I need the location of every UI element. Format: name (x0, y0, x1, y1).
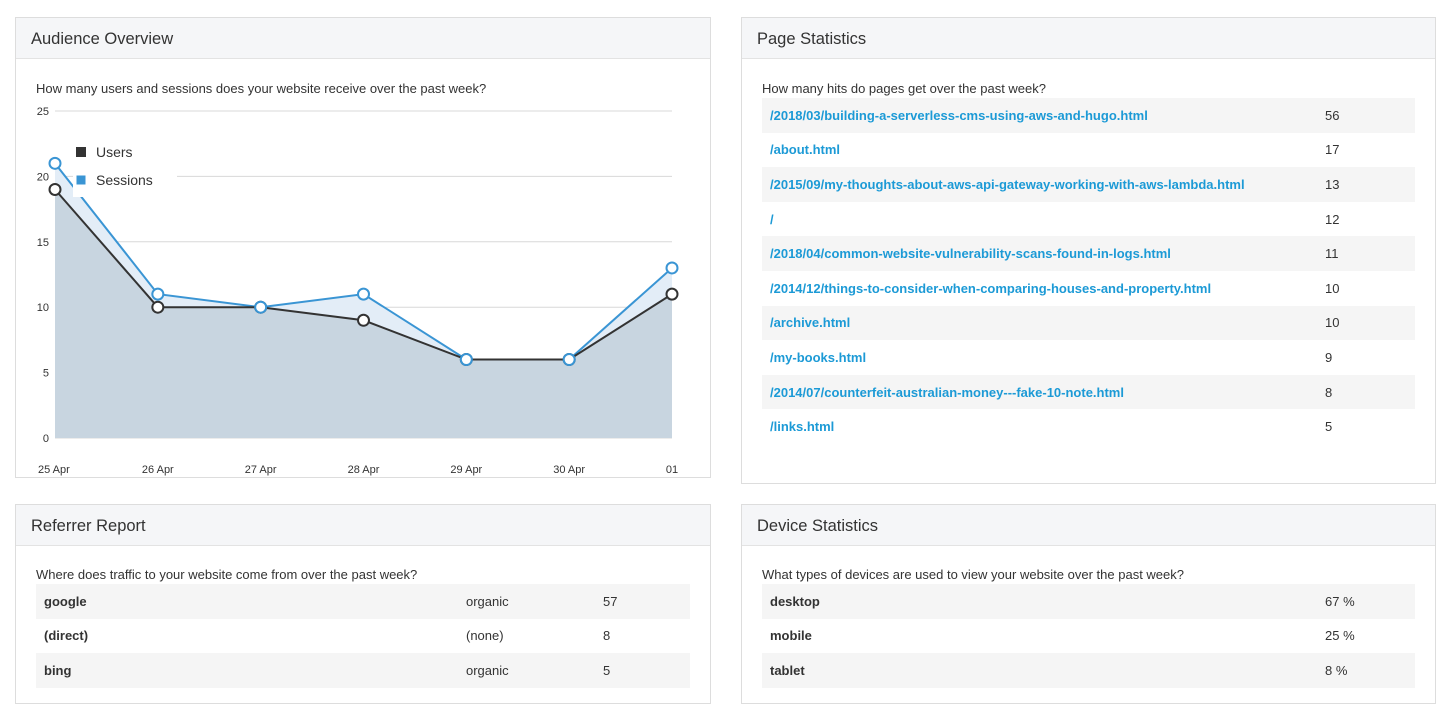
page-hits-value: 5 (1325, 419, 1333, 435)
page-path-link[interactable]: / (770, 211, 774, 227)
panel-title: Audience Overview (16, 18, 710, 59)
table-row: mobile 25 % (762, 619, 1415, 654)
users-point[interactable] (357, 313, 370, 327)
table-row: /links.html 5 (762, 409, 1415, 444)
page-hits-table: /2018/03/building-a-serverless-cms-using… (762, 98, 1415, 444)
referrer-count: 5 (603, 662, 611, 678)
referrer-medium: organic (466, 593, 509, 609)
legend-users-swatch[interactable] (76, 147, 86, 157)
y-tick-label: 25 (37, 106, 49, 118)
audience-chart: 0 5 10 15 20 25 25 Apr 26 Apr 27 Apr 28 Apr 29 Apr… (37, 106, 683, 478)
users-point[interactable] (665, 287, 679, 301)
table-row: / 12 (762, 202, 1415, 237)
table-row: /2015/09/my-thoughts-about-aws-api-gatew… (762, 167, 1415, 202)
page-path-link[interactable]: /2014/12/things-to-consider-when-compari… (770, 280, 1212, 296)
referrer-source: google (44, 593, 87, 609)
table-row: bing organic 5 (36, 653, 690, 688)
table-row: /my-books.html 9 (762, 340, 1415, 375)
referrer-table: google organic 57 (direct) (none) 8 bing organi… (36, 584, 690, 688)
page-path-link[interactable]: /2018/03/building-a-serverless-cms-using… (770, 107, 1148, 123)
page-path-link[interactable]: /2014/07/counterfeit-australian-money---… (770, 384, 1124, 400)
referrer-source: (direct) (44, 628, 89, 644)
chart-legend: Users Sessions (73, 140, 177, 197)
table-row: /archive.html 10 (762, 305, 1415, 341)
table-row: /2018/04/common-website-vulnerability-sc… (762, 236, 1415, 271)
page-hits-value: 11 (1325, 246, 1339, 262)
device-share: 67 % (1325, 593, 1355, 609)
y-tick-label: 10 (37, 302, 49, 314)
legend-users-label[interactable]: Users (96, 144, 133, 160)
page-hits-value: 9 (1325, 349, 1333, 365)
table-row: (direct) (none) 8 (36, 619, 690, 654)
page-hits-value: 8 (1325, 384, 1333, 400)
referrer-source: bing (44, 662, 72, 678)
x-tick-label: 29 Apr (450, 464, 482, 476)
table-row: /2014/12/things-to-consider-when-compari… (762, 271, 1415, 306)
device-share: 25 % (1325, 628, 1355, 644)
panel-question: What types of devices are used to view y… (762, 567, 1184, 582)
table-row: /2014/07/counterfeit-australian-money---… (762, 374, 1415, 410)
x-tick-label: 30 Apr (553, 464, 585, 476)
table-row: google organic 57 (36, 584, 690, 619)
panel-title: Referrer Report (16, 505, 710, 546)
table-row: /about.html 17 (762, 133, 1415, 168)
device-type: tablet (770, 662, 805, 678)
users-point[interactable] (151, 300, 165, 314)
page-statistics-panel: Page Statistics How many hits do pages g… (741, 17, 1436, 484)
audience-overview-panel: Audience Overview How many users and ses… (15, 17, 711, 478)
panel-question: How many hits do pages get over the past… (762, 81, 1046, 96)
y-tick-label: 20 (37, 171, 49, 183)
x-tick-label: 27 Apr (245, 464, 277, 476)
table-row: tablet 8 % (762, 653, 1415, 688)
device-type: desktop (770, 593, 820, 609)
panel-title: Page Statistics (742, 18, 1435, 59)
referrer-count: 8 (603, 628, 611, 644)
sessions-point[interactable] (665, 261, 679, 275)
panel-question: Where does traffic to your website come … (36, 567, 418, 582)
table-row: /2018/03/building-a-serverless-cms-using… (762, 98, 1415, 133)
sessions-point[interactable] (254, 300, 268, 314)
table-row: desktop 67 % (762, 584, 1415, 619)
sessions-point[interactable] (562, 353, 576, 367)
y-tick-label: 5 (43, 368, 49, 380)
page-path-link[interactable]: /archive.html (770, 315, 851, 331)
sessions-point[interactable] (357, 287, 370, 301)
page-hits-value: 12 (1325, 211, 1340, 227)
legend-sessions-label[interactable]: Sessions (96, 172, 153, 188)
page-hits-value: 13 (1325, 176, 1340, 192)
page-hits-value: 17 (1325, 142, 1340, 158)
device-share: 8 % (1325, 662, 1348, 678)
page-path-link[interactable]: /about.html (770, 142, 841, 158)
panel-question: How many users and sessions does your we… (36, 81, 487, 96)
y-tick-label: 0 (43, 433, 49, 445)
users-area (55, 189, 672, 438)
referrer-medium: organic (466, 662, 509, 678)
page-path-link[interactable]: /my-books.html (770, 349, 867, 365)
device-type: mobile (770, 628, 812, 644)
sessions-point[interactable] (48, 156, 62, 170)
legend-sessions-swatch[interactable] (75, 174, 87, 186)
page-hits-value: 10 (1325, 280, 1340, 296)
sessions-point[interactable] (151, 287, 165, 301)
referrer-report-panel: Referrer Report Where does traffic to yo… (15, 504, 711, 704)
y-tick-label: 15 (37, 237, 49, 249)
panel-title: Device Statistics (742, 505, 1435, 546)
x-tick-label: 28 Apr (348, 464, 380, 476)
x-tick-label: 01May (662, 464, 683, 478)
sessions-point[interactable] (459, 353, 473, 367)
x-tick-label: 26 Apr (142, 464, 174, 476)
referrer-medium: (none) (466, 628, 504, 644)
page-path-link[interactable]: /links.html (770, 419, 835, 435)
device-table: desktop 67 % mobile 25 % tablet 8 % (762, 584, 1415, 688)
users-point[interactable] (48, 182, 62, 196)
page-hits-value: 56 (1325, 107, 1340, 123)
page-path-link[interactable]: /2015/09/my-thoughts-about-aws-api-gatew… (770, 176, 1245, 192)
device-statistics-panel: Device Statistics What types of devices … (741, 504, 1436, 704)
page-path-link[interactable]: /2018/04/common-website-vulnerability-sc… (770, 246, 1171, 262)
x-tick-label: 25 Apr (38, 464, 70, 476)
referrer-count: 57 (603, 593, 618, 609)
page-hits-value: 10 (1325, 315, 1340, 331)
